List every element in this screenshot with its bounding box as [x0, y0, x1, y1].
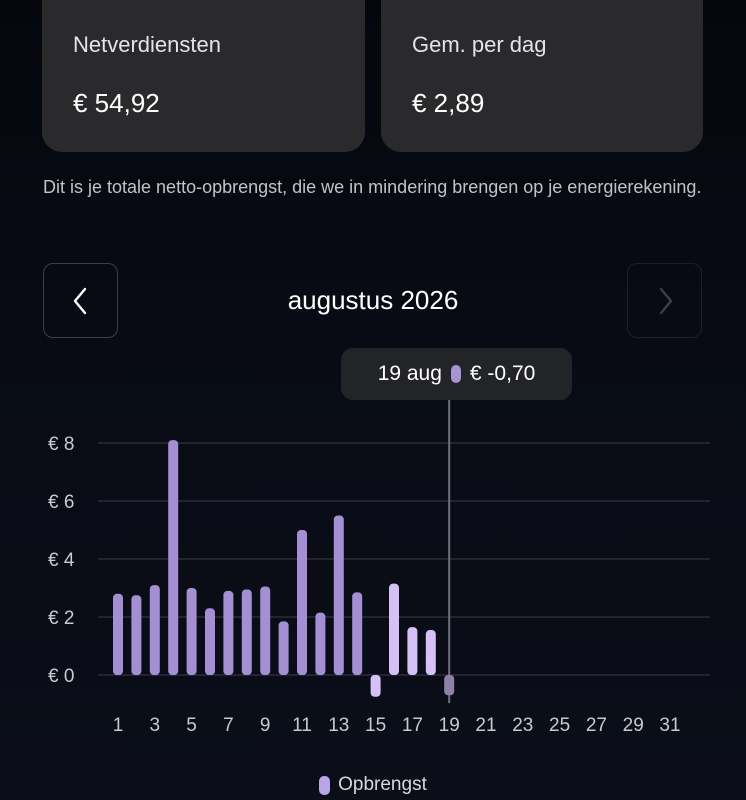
avg-per-day-card: Gem. per dag € 2,89 — [381, 0, 703, 152]
next-month-button[interactable] — [627, 263, 702, 338]
y-tick-label: € 0 — [48, 666, 74, 687]
bar-day-2[interactable] — [131, 595, 142, 675]
legend-marker — [319, 775, 331, 795]
chart-legend[interactable]: Opbrengst — [0, 774, 746, 796]
bar-day-11[interactable] — [297, 530, 307, 675]
bar-day-8[interactable] — [241, 589, 252, 675]
bar-day-7[interactable] — [223, 590, 234, 675]
net-earnings-card: Netverdiensten € 54,92 — [42, 0, 365, 152]
month-title: augustus 2026 — [287, 285, 459, 315]
x-tick-label: 15 — [365, 715, 386, 736]
avg-per-day-value: € 2,89 — [412, 88, 485, 118]
y-tick-label: € 6 — [48, 492, 74, 513]
avg-per-day-title: Gem. per dag — [412, 32, 547, 57]
chevron-right-icon — [659, 287, 672, 314]
bar-day-13[interactable] — [333, 515, 344, 676]
bar-series — [113, 440, 455, 697]
y-tick-label: € 8 — [48, 434, 74, 455]
chart-grid — [98, 442, 710, 676]
previous-month-button[interactable] — [43, 263, 118, 338]
x-tick-label: 27 — [586, 715, 607, 736]
x-tick-label: 1 — [113, 715, 124, 736]
x-tick-label: 29 — [623, 715, 644, 736]
earnings-description: Dit is je totale netto-opbrengst, die we… — [43, 177, 702, 197]
y-tick-label: € 2 — [48, 608, 74, 629]
bar-day-6[interactable] — [205, 608, 215, 675]
x-tick-label: 19 — [439, 715, 460, 736]
x-axis-labels: 1 3 5 7 9 11 13 15 17 19 21 23 25 27 29 31 — [113, 715, 681, 736]
chart-tooltip: 19 aug € -0,70 — [341, 348, 572, 400]
net-earnings-title: Netverdiensten — [73, 32, 221, 57]
chevron-left-icon — [73, 287, 86, 314]
bar-day-16[interactable] — [389, 583, 399, 675]
bar-day-9[interactable] — [260, 586, 271, 675]
earnings-chart[interactable]: € 0€ 2€ 4€ 6€ 8 1 3 5 7 9 11 13 15 17 19 21 23 25 27 2… — [0, 400, 746, 750]
bar-day-18[interactable] — [425, 630, 436, 675]
x-tick-label: 13 — [328, 715, 349, 736]
bar-day-3[interactable] — [149, 585, 160, 675]
bar-day-4[interactable] — [168, 440, 179, 675]
x-tick-label: 3 — [150, 715, 161, 736]
x-tick-label: 21 — [475, 715, 496, 736]
bar-day-5[interactable] — [186, 588, 197, 675]
x-tick-label: 17 — [402, 715, 423, 736]
bar-day-14[interactable] — [352, 592, 363, 675]
tooltip-date: 19 aug — [377, 362, 442, 385]
tooltip-series-marker — [450, 365, 461, 383]
y-axis-labels: € 0 € 2 € 4 € 6 € 8 — [48, 434, 75, 687]
net-earnings-value: € 54,92 — [73, 88, 160, 118]
y-tick-label: € 4 — [48, 550, 75, 571]
bar-day-1[interactable] — [113, 593, 123, 675]
x-tick-label: 25 — [549, 715, 570, 736]
bar-day-17[interactable] — [407, 627, 418, 675]
x-tick-label: 31 — [659, 715, 680, 736]
x-tick-label: 9 — [260, 715, 271, 736]
x-tick-label: 11 — [292, 715, 312, 736]
bar-day-10[interactable] — [278, 621, 289, 675]
x-tick-label: 5 — [186, 715, 197, 736]
tooltip-value: € -0,70 — [469, 362, 536, 385]
bar-day-12[interactable] — [315, 612, 326, 675]
bar-day-15[interactable] — [370, 675, 381, 697]
x-tick-label: 7 — [223, 715, 234, 736]
bar-day-19[interactable] — [444, 675, 455, 696]
legend-label: Opbrengst — [338, 774, 427, 795]
x-tick-label: 23 — [512, 715, 533, 736]
